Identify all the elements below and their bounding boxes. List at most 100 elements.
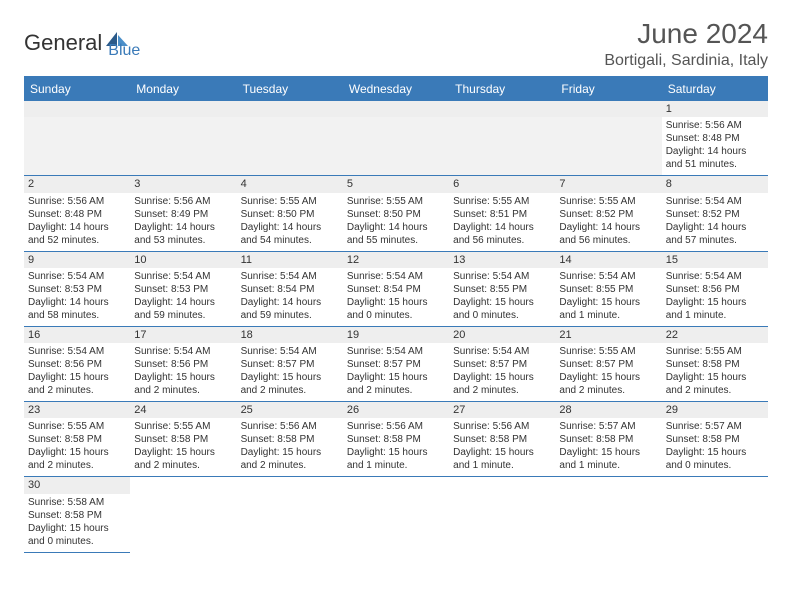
daylight-line-2: and 59 minutes. (241, 309, 339, 322)
day-number: 15 (662, 252, 768, 268)
sunrise-line: Sunrise: 5:56 AM (453, 420, 551, 433)
day-number: 23 (24, 402, 130, 418)
sunset-line: Sunset: 8:55 PM (453, 283, 551, 296)
sunset-line: Sunset: 8:52 PM (666, 208, 764, 221)
daylight-line-2: and 56 minutes. (559, 234, 657, 247)
sunrise-line: Sunrise: 5:54 AM (347, 270, 445, 283)
sunset-line: Sunset: 8:55 PM (559, 283, 657, 296)
empty-cell (237, 101, 343, 176)
day-cell: 29Sunrise: 5:57 AMSunset: 8:58 PMDayligh… (662, 402, 768, 477)
day-cell: 10Sunrise: 5:54 AMSunset: 8:53 PMDayligh… (130, 252, 236, 327)
day-number: 9 (24, 252, 130, 268)
sunset-line: Sunset: 8:51 PM (453, 208, 551, 221)
sunrise-line: Sunrise: 5:54 AM (241, 345, 339, 358)
daylight-line-2: and 52 minutes. (28, 234, 126, 247)
daylight-line-2: and 51 minutes. (666, 158, 764, 171)
day-cell: 24Sunrise: 5:55 AMSunset: 8:58 PMDayligh… (130, 402, 236, 477)
daylight-line-2: and 2 minutes. (559, 384, 657, 397)
sunset-line: Sunset: 8:54 PM (241, 283, 339, 296)
sunset-line: Sunset: 8:58 PM (241, 433, 339, 446)
day-cell: 18Sunrise: 5:54 AMSunset: 8:57 PMDayligh… (237, 327, 343, 402)
day-cell: 3Sunrise: 5:56 AMSunset: 8:49 PMDaylight… (130, 176, 236, 251)
sunrise-line: Sunrise: 5:58 AM (28, 496, 126, 509)
day-cell: 21Sunrise: 5:55 AMSunset: 8:57 PMDayligh… (555, 327, 661, 402)
day-number: 18 (237, 327, 343, 343)
day-number: 22 (662, 327, 768, 343)
daylight-line-1: Daylight: 15 hours (28, 522, 126, 535)
daylight-line-1: Daylight: 14 hours (347, 221, 445, 234)
daylight-line-1: Daylight: 15 hours (559, 296, 657, 309)
sunrise-line: Sunrise: 5:54 AM (134, 345, 232, 358)
empty-cell (343, 101, 449, 176)
day-cell: 2Sunrise: 5:56 AMSunset: 8:48 PMDaylight… (24, 176, 130, 251)
day-number: 6 (449, 176, 555, 192)
daylight-line-2: and 2 minutes. (666, 384, 764, 397)
daylight-line-1: Daylight: 14 hours (28, 296, 126, 309)
day-cell: 5Sunrise: 5:55 AMSunset: 8:50 PMDaylight… (343, 176, 449, 251)
day-cell: 4Sunrise: 5:55 AMSunset: 8:50 PMDaylight… (237, 176, 343, 251)
sunset-line: Sunset: 8:52 PM (559, 208, 657, 221)
sunrise-line: Sunrise: 5:55 AM (453, 195, 551, 208)
daylight-line-2: and 1 minute. (666, 309, 764, 322)
day-cell: 30Sunrise: 5:58 AMSunset: 8:58 PMDayligh… (24, 477, 130, 552)
daylight-line-2: and 2 minutes. (28, 384, 126, 397)
sunrise-line: Sunrise: 5:54 AM (241, 270, 339, 283)
day-cell: 20Sunrise: 5:54 AMSunset: 8:57 PMDayligh… (449, 327, 555, 402)
daylight-line-1: Daylight: 15 hours (666, 296, 764, 309)
daylight-line-1: Daylight: 15 hours (347, 446, 445, 459)
day-number: 11 (237, 252, 343, 268)
daylight-line-2: and 56 minutes. (453, 234, 551, 247)
day-cell: 19Sunrise: 5:54 AMSunset: 8:57 PMDayligh… (343, 327, 449, 402)
day-cell: 28Sunrise: 5:57 AMSunset: 8:58 PMDayligh… (555, 402, 661, 477)
day-number: 25 (237, 402, 343, 418)
header: General Blue June 2024 Bortigali, Sardin… (24, 18, 768, 70)
sunrise-line: Sunrise: 5:55 AM (347, 195, 445, 208)
sunrise-line: Sunrise: 5:55 AM (241, 195, 339, 208)
daylight-line-1: Daylight: 15 hours (666, 371, 764, 384)
day-cell: 6 Sunrise: 5:55 AMSunset: 8:51 PMDaylight… (449, 176, 555, 251)
day-cell: 14Sunrise: 5:54 AMSunset: 8:55 PMDayligh… (555, 252, 661, 327)
empty-cell (449, 101, 555, 176)
daylight-line-1: Daylight: 15 hours (134, 371, 232, 384)
sunset-line: Sunset: 8:50 PM (347, 208, 445, 221)
sunset-line: Sunset: 8:58 PM (28, 509, 126, 522)
day-header: Saturday (662, 77, 768, 101)
sunset-line: Sunset: 8:53 PM (134, 283, 232, 296)
daynum-row-empty (130, 101, 236, 117)
day-header: Thursday (449, 77, 555, 101)
day-number: 12 (343, 252, 449, 268)
daylight-line-1: Daylight: 14 hours (241, 221, 339, 234)
day-number: 1 (662, 101, 768, 117)
empty-cell (130, 101, 236, 176)
day-number: 17 (130, 327, 236, 343)
day-number: 27 (449, 402, 555, 418)
sunrise-line: Sunrise: 5:56 AM (28, 195, 126, 208)
brand-blue: Blue (108, 42, 140, 60)
day-number: 28 (555, 402, 661, 418)
daylight-line-2: and 0 minutes. (347, 309, 445, 322)
daylight-line-1: Daylight: 14 hours (559, 221, 657, 234)
daylight-line-2: and 1 minute. (347, 459, 445, 472)
day-cell: 11Sunrise: 5:54 AMSunset: 8:54 PMDayligh… (237, 252, 343, 327)
daylight-line-2: and 53 minutes. (134, 234, 232, 247)
daylight-line-1: Daylight: 14 hours (453, 221, 551, 234)
trailing-empty (449, 477, 555, 552)
sunset-line: Sunset: 8:58 PM (559, 433, 657, 446)
empty-cell (555, 101, 661, 176)
day-number: 7 (555, 176, 661, 192)
daylight-line-1: Daylight: 14 hours (666, 221, 764, 234)
daylight-line-1: Daylight: 15 hours (453, 446, 551, 459)
sunrise-line: Sunrise: 5:56 AM (134, 195, 232, 208)
day-number: 8 (662, 176, 768, 192)
daylight-line-2: and 57 minutes. (666, 234, 764, 247)
daylight-line-2: and 54 minutes. (241, 234, 339, 247)
daynum-row-empty (24, 101, 130, 117)
day-number: 19 (343, 327, 449, 343)
sunset-line: Sunset: 8:54 PM (347, 283, 445, 296)
daylight-line-2: and 2 minutes. (241, 459, 339, 472)
month-title: June 2024 (604, 18, 768, 50)
sunset-line: Sunset: 8:57 PM (347, 358, 445, 371)
daylight-line-2: and 2 minutes. (347, 384, 445, 397)
day-number: 21 (555, 327, 661, 343)
day-number: 20 (449, 327, 555, 343)
